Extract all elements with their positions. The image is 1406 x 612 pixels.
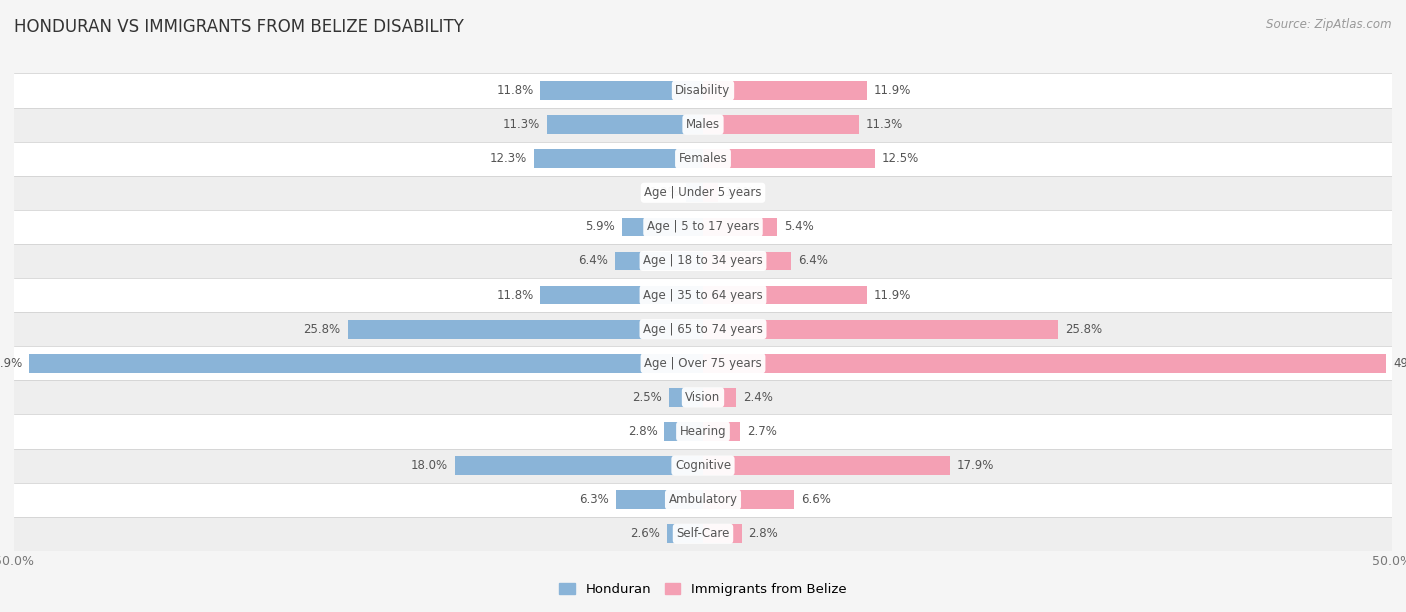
Text: 1.2%: 1.2% (650, 186, 679, 200)
Text: 2.4%: 2.4% (742, 391, 773, 404)
Text: 2.8%: 2.8% (628, 425, 658, 438)
Text: 11.8%: 11.8% (496, 289, 533, 302)
Bar (703, 422, 740, 441)
Text: 6.4%: 6.4% (799, 255, 828, 267)
Text: 5.4%: 5.4% (785, 220, 814, 233)
Text: Source: ZipAtlas.com: Source: ZipAtlas.com (1267, 18, 1392, 31)
Text: 11.9%: 11.9% (875, 84, 911, 97)
Bar (703, 184, 718, 202)
Text: HONDURAN VS IMMIGRANTS FROM BELIZE DISABILITY: HONDURAN VS IMMIGRANTS FROM BELIZE DISAB… (14, 18, 464, 36)
Bar (14, 73, 1392, 108)
Bar (703, 320, 1059, 338)
Text: 48.9%: 48.9% (0, 357, 22, 370)
Text: Age | 18 to 34 years: Age | 18 to 34 years (643, 255, 763, 267)
Bar (665, 422, 703, 441)
Bar (703, 217, 778, 236)
Text: 11.8%: 11.8% (496, 84, 533, 97)
Bar (703, 456, 949, 475)
Bar (703, 252, 792, 271)
Bar (14, 414, 1392, 449)
Text: 11.3%: 11.3% (503, 118, 540, 131)
Text: 6.6%: 6.6% (801, 493, 831, 506)
Bar (540, 81, 703, 100)
Bar (14, 210, 1392, 244)
Bar (14, 312, 1392, 346)
Text: Females: Females (679, 152, 727, 165)
Bar (14, 449, 1392, 483)
Bar (547, 115, 703, 134)
Text: 2.7%: 2.7% (747, 425, 778, 438)
Text: 6.3%: 6.3% (579, 493, 609, 506)
Text: 1.1%: 1.1% (725, 186, 755, 200)
Text: 2.8%: 2.8% (748, 528, 778, 540)
Text: Males: Males (686, 118, 720, 131)
Bar (616, 490, 703, 509)
Bar (540, 286, 703, 304)
Text: 5.9%: 5.9% (585, 220, 614, 233)
Bar (14, 346, 1392, 380)
Text: 18.0%: 18.0% (411, 459, 449, 472)
Text: 2.6%: 2.6% (630, 528, 661, 540)
Text: Ambulatory: Ambulatory (668, 493, 738, 506)
Text: 12.3%: 12.3% (489, 152, 527, 165)
Text: Age | 65 to 74 years: Age | 65 to 74 years (643, 323, 763, 335)
Text: 25.8%: 25.8% (304, 323, 340, 335)
Legend: Honduran, Immigrants from Belize: Honduran, Immigrants from Belize (554, 578, 852, 602)
Bar (703, 149, 875, 168)
Bar (621, 217, 703, 236)
Text: Age | 5 to 17 years: Age | 5 to 17 years (647, 220, 759, 233)
Bar (456, 456, 703, 475)
Text: Cognitive: Cognitive (675, 459, 731, 472)
Text: Disability: Disability (675, 84, 731, 97)
Text: 17.9%: 17.9% (956, 459, 994, 472)
Bar (703, 354, 1386, 373)
Bar (533, 149, 703, 168)
Text: Age | Under 5 years: Age | Under 5 years (644, 186, 762, 200)
Bar (14, 244, 1392, 278)
Bar (669, 388, 703, 407)
Bar (668, 524, 703, 543)
Bar (703, 286, 868, 304)
Text: 12.5%: 12.5% (882, 152, 920, 165)
Bar (703, 524, 741, 543)
Bar (14, 517, 1392, 551)
Text: Age | Over 75 years: Age | Over 75 years (644, 357, 762, 370)
Bar (347, 320, 703, 338)
Text: Self-Care: Self-Care (676, 528, 730, 540)
Text: 2.5%: 2.5% (631, 391, 662, 404)
Bar (14, 380, 1392, 414)
Text: Age | 35 to 64 years: Age | 35 to 64 years (643, 289, 763, 302)
Text: 6.4%: 6.4% (578, 255, 607, 267)
Bar (614, 252, 703, 271)
Text: 11.9%: 11.9% (875, 289, 911, 302)
Bar (14, 176, 1392, 210)
Bar (14, 278, 1392, 312)
Bar (703, 490, 794, 509)
Text: 11.3%: 11.3% (866, 118, 903, 131)
Bar (30, 354, 703, 373)
Bar (703, 388, 737, 407)
Text: 25.8%: 25.8% (1066, 323, 1102, 335)
Text: Vision: Vision (685, 391, 721, 404)
Bar (686, 184, 703, 202)
Bar (703, 81, 868, 100)
Bar (14, 108, 1392, 141)
Text: 49.6%: 49.6% (1393, 357, 1406, 370)
Bar (14, 141, 1392, 176)
Bar (14, 483, 1392, 517)
Text: Hearing: Hearing (679, 425, 727, 438)
Bar (703, 115, 859, 134)
